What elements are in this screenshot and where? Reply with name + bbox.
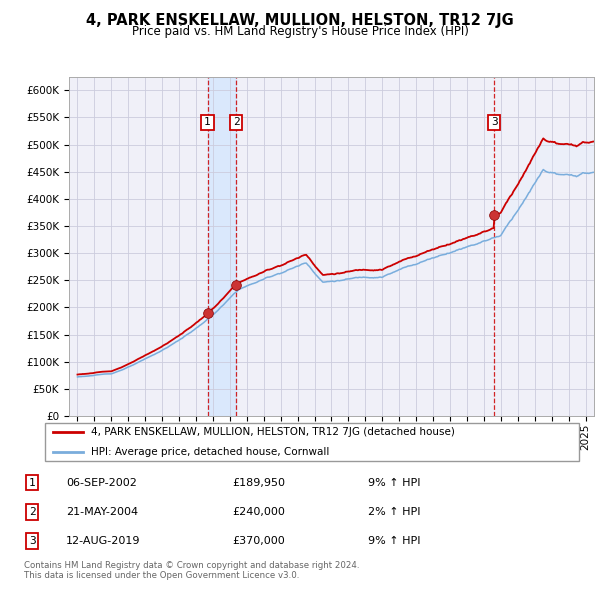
Text: 9% ↑ HPI: 9% ↑ HPI: [368, 536, 420, 546]
Text: 2% ↑ HPI: 2% ↑ HPI: [368, 507, 420, 517]
Text: £370,000: £370,000: [232, 536, 285, 546]
Text: 21-MAY-2004: 21-MAY-2004: [66, 507, 138, 517]
Text: 1: 1: [29, 477, 35, 487]
Text: £240,000: £240,000: [232, 507, 285, 517]
Text: 9% ↑ HPI: 9% ↑ HPI: [368, 477, 420, 487]
Text: 3: 3: [29, 536, 35, 546]
Text: £189,950: £189,950: [232, 477, 286, 487]
Text: 2: 2: [29, 507, 35, 517]
Text: 4, PARK ENSKELLAW, MULLION, HELSTON, TR12 7JG (detached house): 4, PARK ENSKELLAW, MULLION, HELSTON, TR1…: [91, 427, 454, 437]
Bar: [208, 77, 236, 416]
Text: Contains HM Land Registry data © Crown copyright and database right 2024.: Contains HM Land Registry data © Crown c…: [24, 561, 359, 570]
Text: 1: 1: [204, 117, 211, 127]
Text: 4, PARK ENSKELLAW, MULLION, HELSTON, TR12 7JG: 4, PARK ENSKELLAW, MULLION, HELSTON, TR1…: [86, 13, 514, 28]
Text: This data is licensed under the Open Government Licence v3.0.: This data is licensed under the Open Gov…: [24, 571, 299, 580]
Text: 3: 3: [491, 117, 497, 127]
Text: 2: 2: [233, 117, 239, 127]
Text: 12-AUG-2019: 12-AUG-2019: [66, 536, 140, 546]
Text: 06-SEP-2002: 06-SEP-2002: [66, 477, 137, 487]
FancyBboxPatch shape: [45, 423, 580, 461]
Text: Price paid vs. HM Land Registry's House Price Index (HPI): Price paid vs. HM Land Registry's House …: [131, 25, 469, 38]
Text: HPI: Average price, detached house, Cornwall: HPI: Average price, detached house, Corn…: [91, 447, 329, 457]
